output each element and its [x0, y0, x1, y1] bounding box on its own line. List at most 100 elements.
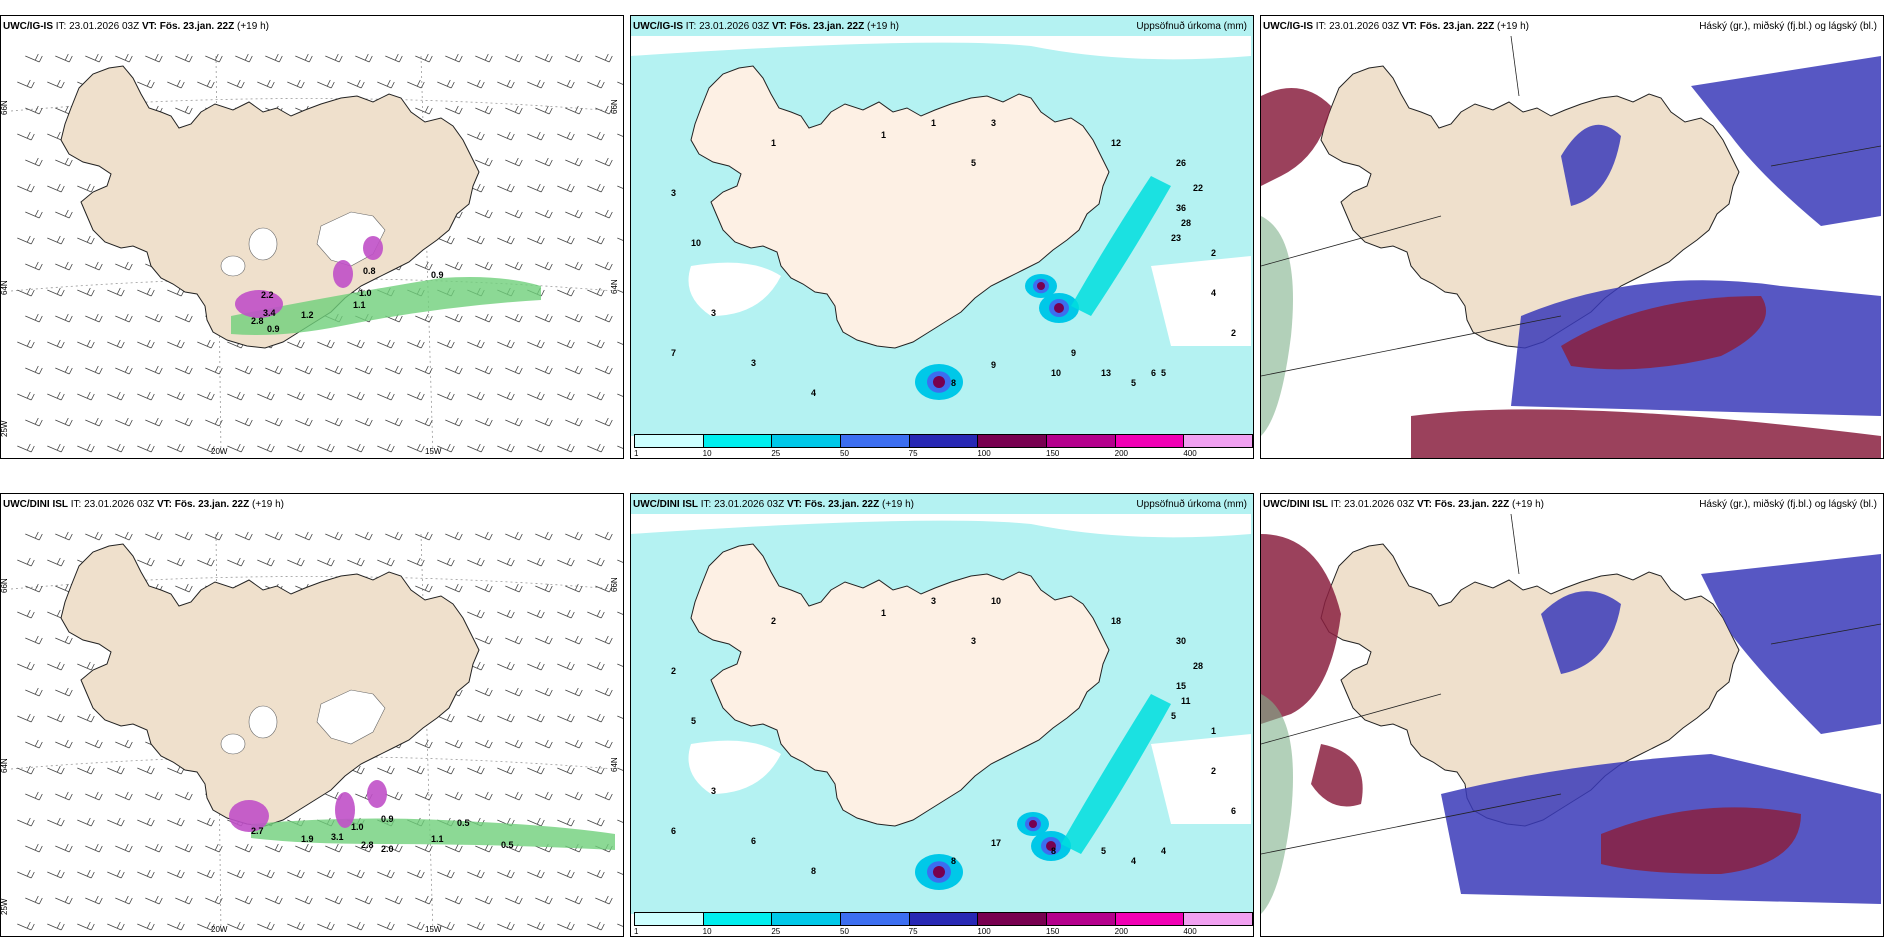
wind-barb	[497, 713, 515, 723]
wind-barb	[77, 287, 95, 297]
colorbar-tick-label: 75	[908, 449, 918, 458]
wind-barb	[17, 869, 35, 879]
wind-barb	[197, 921, 215, 931]
wind-barb	[497, 339, 515, 349]
map-cloud-top	[1261, 16, 1883, 458]
wind-barb	[467, 765, 485, 775]
wind-barb	[587, 713, 605, 723]
wind-barb	[145, 417, 163, 427]
wind-barb	[167, 869, 185, 879]
wind-value-label: 2.8	[251, 316, 264, 326]
wind-barb	[355, 895, 373, 905]
wind-barb	[25, 209, 43, 219]
wind-barb	[137, 79, 155, 89]
wind-barb	[527, 765, 545, 775]
wind-barb	[617, 289, 623, 293]
wind-barb	[115, 313, 133, 323]
wind-barb	[25, 531, 43, 541]
wind-barb	[475, 209, 493, 219]
wind-barb	[497, 79, 515, 89]
wind-barb	[55, 895, 73, 905]
iceland-land	[1320, 543, 1740, 827]
mid-cloud-area	[1601, 807, 1801, 874]
wind-barb	[467, 443, 485, 453]
wind-barb	[445, 313, 463, 323]
wind-barb	[595, 157, 613, 167]
wind-barb	[497, 131, 515, 141]
dry-area-north	[631, 514, 1251, 538]
wind-barb	[17, 287, 35, 297]
wind-barb	[47, 443, 65, 453]
wind-barb	[535, 105, 553, 115]
wind-barb	[557, 131, 575, 141]
precip-value-label: 10	[691, 238, 701, 248]
wind-barb	[535, 687, 553, 697]
wind-barb	[17, 339, 35, 349]
grid-line	[1261, 315, 1562, 377]
wind-barb	[205, 365, 223, 375]
wind-barb	[167, 339, 185, 349]
wind-barb	[377, 443, 395, 453]
wind-barb	[497, 609, 515, 619]
wind-barb	[107, 765, 125, 775]
low-cloud-area	[1541, 591, 1621, 674]
colorbar-swatch	[634, 434, 704, 448]
wind-value-label: 1.0	[359, 288, 372, 298]
wind-barb	[55, 687, 73, 697]
wind-barb	[617, 923, 623, 927]
wind-barb	[347, 391, 365, 401]
wind-value-label: 2.2	[261, 290, 274, 300]
wind-barb	[227, 557, 245, 567]
colorbar-tick-label: 50	[840, 927, 849, 936]
lat-label-64n: 64N	[1, 280, 9, 295]
colorbar-tick-label: 200	[1114, 927, 1129, 936]
wind-value-label: 1.2	[301, 310, 314, 320]
wind-barb	[107, 287, 125, 297]
wind-barb	[17, 921, 35, 931]
colorbar-tick-label: 10	[702, 449, 712, 458]
wind-barb	[85, 313, 103, 323]
wind-value-label: 1.0	[351, 822, 364, 832]
wind-barb	[415, 739, 433, 749]
wind-barb	[505, 365, 523, 375]
wind-barb	[475, 583, 493, 593]
precip-value-label: 3	[931, 596, 936, 606]
wind-barb	[47, 339, 65, 349]
wind-barb	[107, 391, 125, 401]
lat-label-64n-right: 64N	[610, 279, 619, 294]
wind-barb	[55, 157, 73, 167]
glacier-vatnajokull	[316, 689, 386, 745]
wind-barb	[497, 391, 515, 401]
wind-value-label: 3.4	[263, 308, 276, 318]
iceland-land	[1320, 65, 1740, 349]
wind-value-label: 1.1	[431, 834, 444, 844]
wind-barb	[415, 313, 433, 323]
wind-barb	[557, 557, 575, 567]
wind-barb	[17, 557, 35, 567]
wind-barb	[557, 661, 575, 671]
meridian-15w	[420, 55, 434, 457]
wind-barb	[55, 261, 73, 271]
wind-barb	[85, 261, 103, 271]
wind-barb	[197, 79, 215, 89]
wind-barb	[77, 183, 95, 193]
wind-barb	[565, 313, 583, 323]
wind-barb	[557, 183, 575, 193]
wind-value-label: 0.5	[501, 840, 514, 850]
wind-barb	[437, 713, 455, 723]
wind-barb	[137, 765, 155, 775]
wind-barb	[505, 739, 523, 749]
wind-barb	[145, 53, 163, 63]
wind-barb	[325, 531, 343, 541]
lat-label-64n: 64N	[1, 758, 9, 773]
wind-barb	[347, 921, 365, 931]
wind-barb	[415, 791, 433, 801]
gust-core	[335, 792, 355, 828]
map-wind-top: 20W 15W66N64N25W66N64N2.23.42.80.90.81.11…	[1, 53, 623, 457]
colorbar-tick-label: 10	[702, 927, 712, 936]
wind-barb	[587, 131, 605, 141]
gust-core	[229, 800, 269, 832]
wind-barb	[295, 895, 313, 905]
wind-barb	[295, 843, 313, 853]
lat-label-66n-right: 66N	[610, 577, 619, 592]
